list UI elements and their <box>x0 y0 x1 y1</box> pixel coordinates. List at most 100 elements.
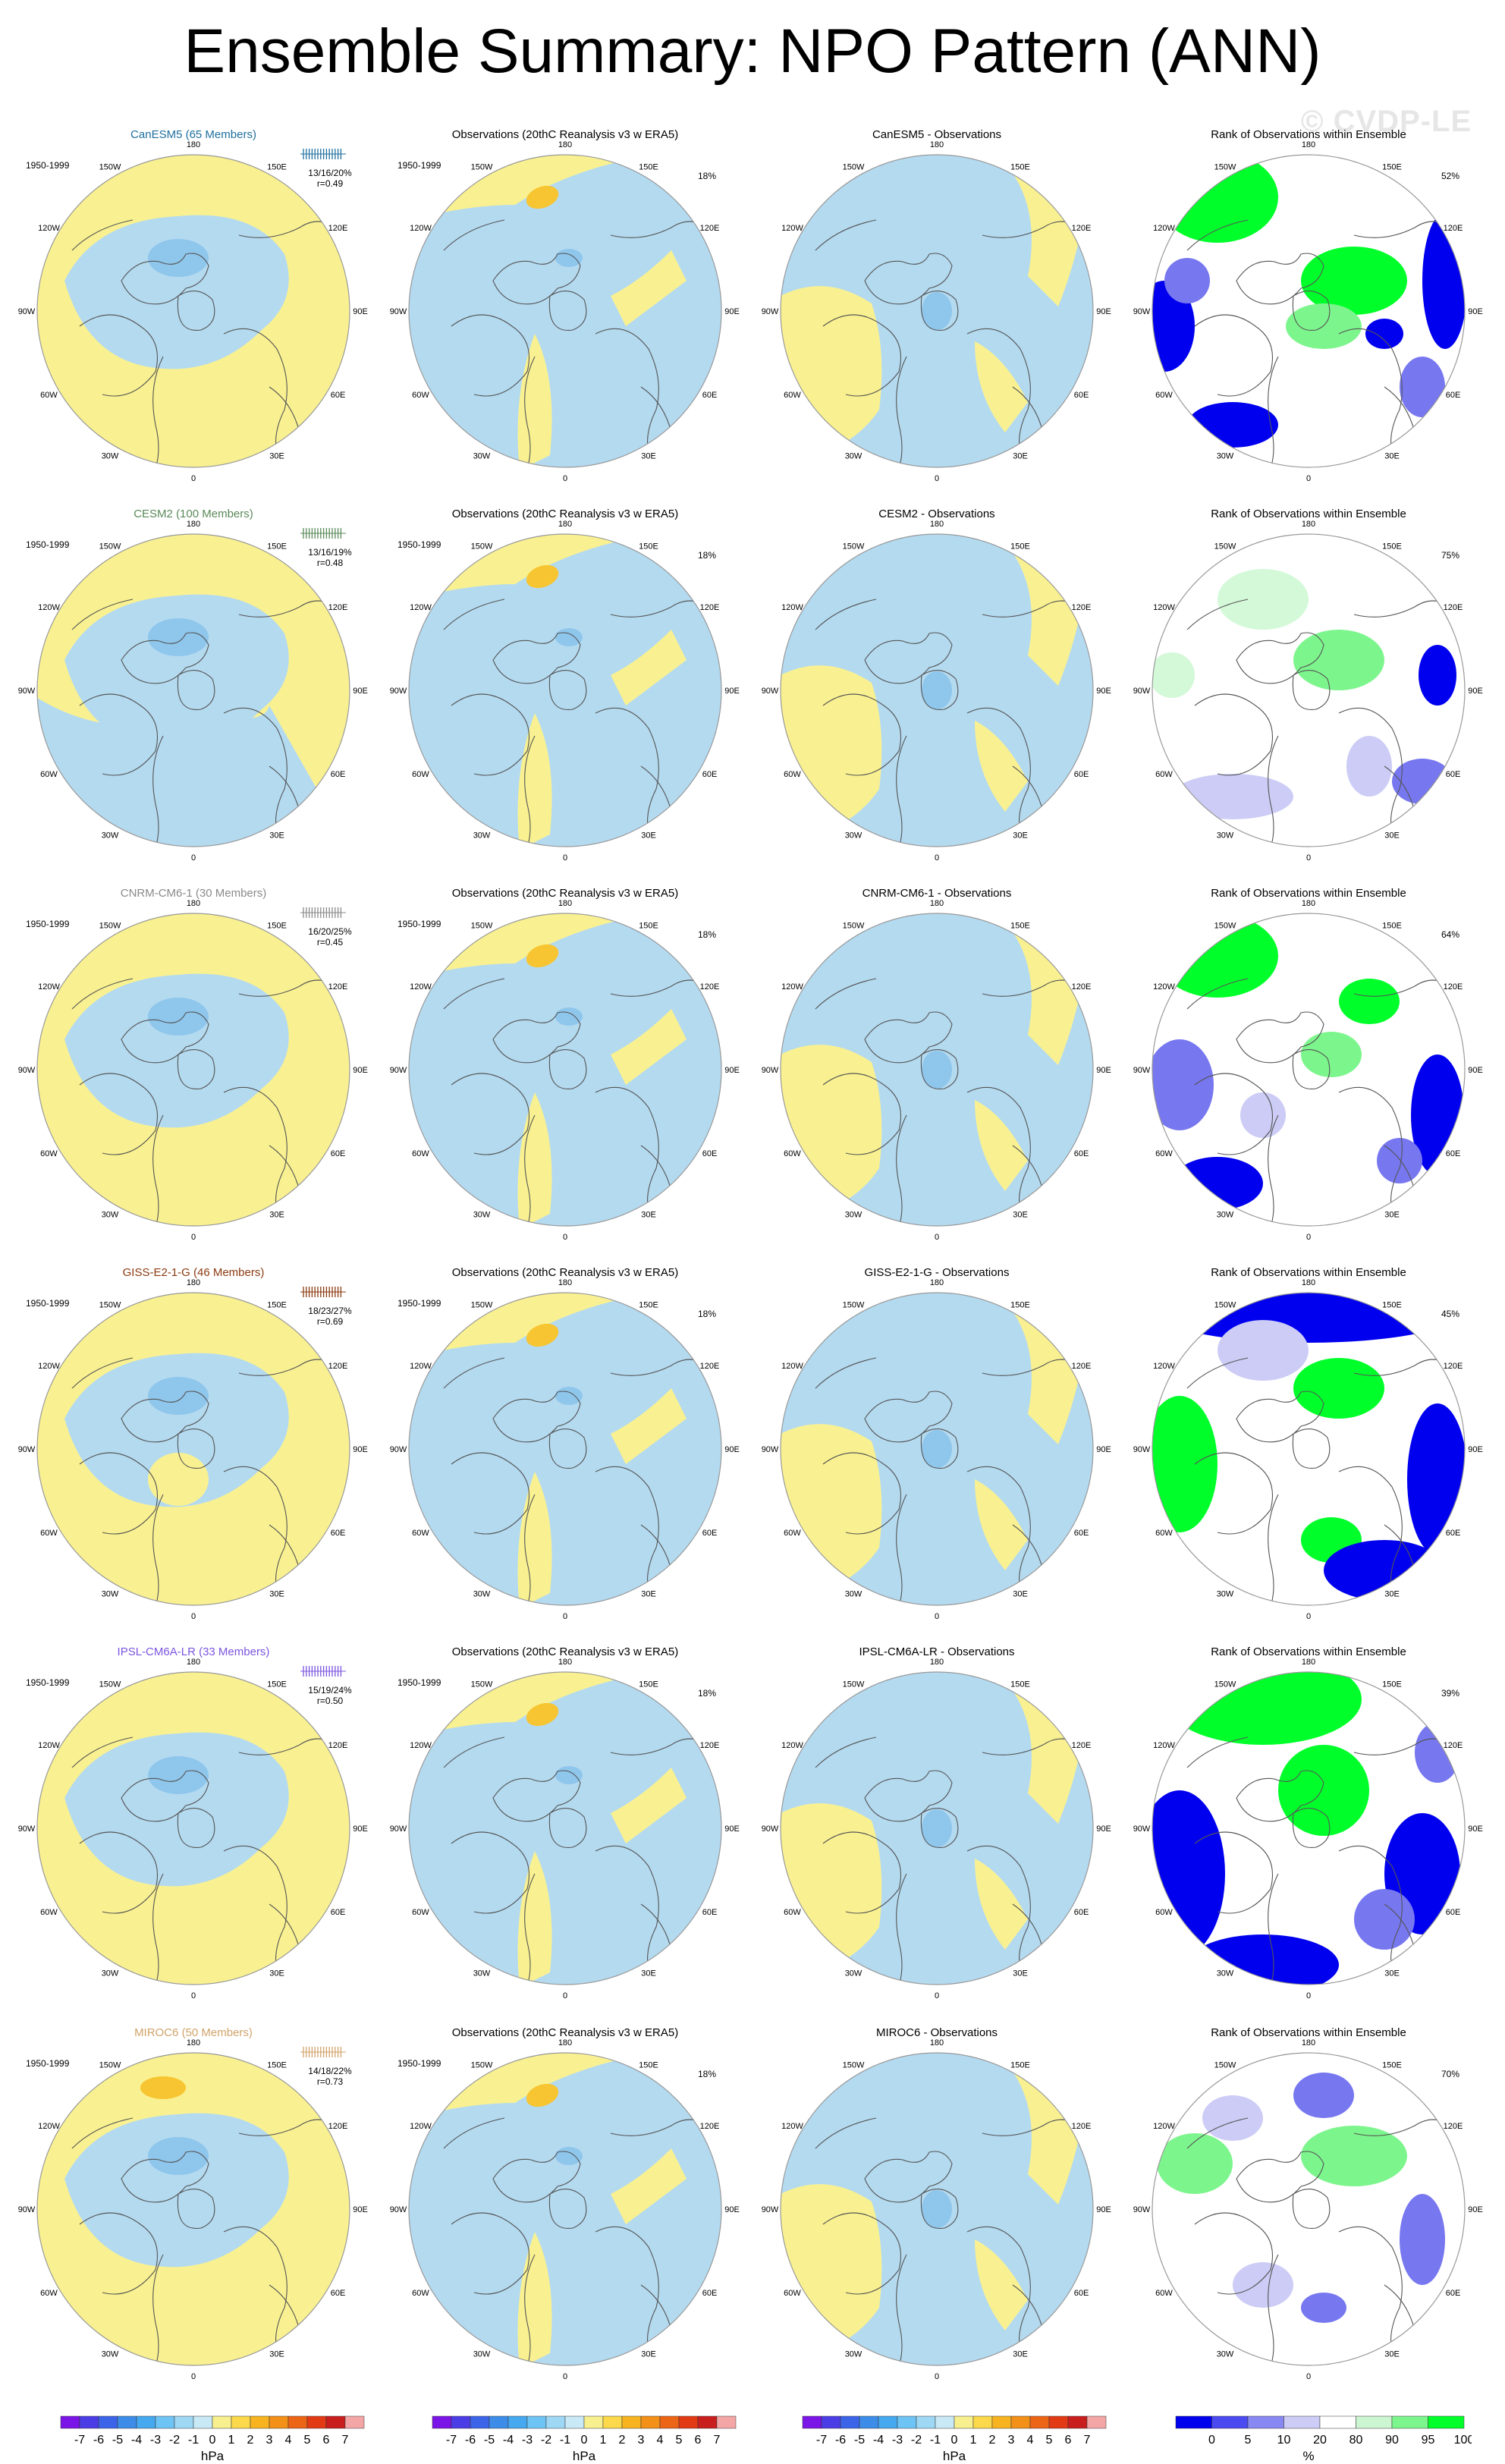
strong-positive-region <box>526 564 559 589</box>
colorbar-swatch <box>878 2415 898 2429</box>
colorbar-tick-label: -1 <box>560 2434 570 2447</box>
coastline <box>223 1466 287 1601</box>
longitude-label: 30W <box>845 1590 862 1599</box>
model-panel: 180 150E 120E 90E 60E 30E 0 30W 60W 90W 120W 150W MI… <box>8 2026 379 2387</box>
rank-region <box>1301 2293 1346 2323</box>
ensemble-spread-ticks <box>300 2047 346 2057</box>
longitude-label: 90E <box>353 687 368 696</box>
longitude-label: 150W <box>1214 2060 1236 2070</box>
longitude-label: 150E <box>267 162 287 171</box>
longitude-label: 120W <box>38 603 60 612</box>
longitude-label: 150W <box>471 1300 493 1309</box>
coastline <box>443 2117 505 2149</box>
longitude-label: 60E <box>1446 391 1461 400</box>
obs-title: Observations (20thC Reanalysis v3 w ERA5… <box>451 1645 679 1658</box>
longitude-label: 60E <box>1446 1529 1461 1538</box>
longitude-label: 90E <box>1468 1066 1483 1075</box>
colorbar-swatch <box>859 2415 879 2429</box>
model-title: CESM2 (100 Members) <box>134 508 253 520</box>
pattern-correlation: r=0.50 <box>316 1696 344 1706</box>
colorbar-tick-label: -1 <box>188 2434 199 2447</box>
longitude-label: 0 <box>563 1612 567 1621</box>
polar-map: 180 150E 120E 90E 60E 30E 0 30W 60W 90W 120W 150W <box>762 520 1111 863</box>
obs-percent: 18% <box>698 1309 717 1319</box>
colorbar-tick-label: -6 <box>465 2434 476 2447</box>
longitude-label: 60E <box>702 1149 718 1158</box>
ensemble-stat: 14/18/22% r=0.73 <box>296 2066 364 2087</box>
longitude-label: 90E <box>724 1445 740 1454</box>
obs-title: Observations (20thC Reanalysis v3 w ERA5… <box>451 1266 679 1279</box>
longitude-label: 30E <box>641 1211 656 1220</box>
coastline <box>1338 2226 1403 2362</box>
coastline <box>1186 599 1249 630</box>
colorbar-tick-label: 1 <box>228 2434 235 2447</box>
colorbar-tick-label: -6 <box>93 2434 104 2447</box>
colorbar-swatch <box>1247 2415 1284 2429</box>
longitude-label: 150E <box>1010 1680 1030 1689</box>
coastline <box>815 1736 877 1768</box>
coastline <box>864 253 953 305</box>
longitude-label: 60E <box>1446 1908 1461 1917</box>
coastline <box>815 2117 877 2149</box>
coastline <box>177 670 215 710</box>
longitude-label: 150W <box>471 921 493 930</box>
longitude-label: 150E <box>639 162 658 171</box>
rank-region <box>1301 247 1407 315</box>
longitude-label: 120E <box>1444 2122 1463 2131</box>
watermark: © CVDP-LE <box>1301 105 1472 138</box>
map-boundary <box>780 1671 1094 1985</box>
map-boundary <box>1152 913 1466 1227</box>
coastline <box>443 978 505 1010</box>
longitude-label: 120E <box>700 982 720 992</box>
longitude-label: 30W <box>102 1969 119 1978</box>
longitude-label: 30E <box>641 452 656 461</box>
longitude-label: 90E <box>353 307 368 316</box>
longitude-label: 0 <box>935 2372 939 2381</box>
model-panel: 180 150E 120E 90E 60E 30E 0 30W 60W 90W 120W 150W CE… <box>8 508 379 869</box>
longitude-label: 30E <box>641 1590 656 1599</box>
colorbar-swatch <box>991 2415 1012 2429</box>
obs-percent: 18% <box>698 929 717 940</box>
model-title: IPSL-CM6A-LR (33 Members) <box>117 1645 270 1658</box>
colorbar-swatch <box>470 2415 490 2429</box>
model-panel: 180 150E 120E 90E 60E 30E 0 30W 60W 90W 120W 150W GI… <box>8 1266 379 1627</box>
longitude-label: 120E <box>700 603 720 612</box>
longitude-label: 60W <box>1155 1529 1173 1538</box>
longitude-label: 60E <box>1074 1529 1089 1538</box>
coastline <box>822 314 902 397</box>
colorbar-tick-label: -5 <box>112 2434 123 2447</box>
rank-percent: 52% <box>1441 171 1460 181</box>
longitude-label: 150W <box>1214 542 1236 551</box>
positive-anomaly-region <box>611 1009 687 1085</box>
longitude-label: 30E <box>1013 1969 1028 1978</box>
colorbar-swatch <box>432 2415 452 2429</box>
coastline <box>966 707 1031 843</box>
longitude-label: 180 <box>1302 1278 1315 1287</box>
colorbar-hpa-2-units: hPa <box>572 2449 596 2463</box>
colorbar-swatch <box>250 2415 270 2429</box>
longitude-label: 150E <box>1010 2060 1030 2070</box>
longitude-label: 60W <box>412 1908 429 1917</box>
colorbar-tick-label: 6 <box>1065 2434 1072 2447</box>
longitude-label: 150E <box>639 921 658 930</box>
longitude-label: 90E <box>353 1445 368 1454</box>
longitude-label: 30W <box>473 1590 491 1599</box>
strong-negative-region <box>555 2147 583 2165</box>
longitude-label: 150E <box>1382 542 1402 551</box>
map-boundary <box>36 2052 350 2366</box>
positive-anomaly-region <box>517 1472 552 1605</box>
colorbar-tick-label: -6 <box>835 2434 846 2447</box>
obs-title: Observations (20thC Reanalysis v3 w ERA5… <box>451 508 679 520</box>
colorbar-tick-label: 4 <box>1027 2434 1034 2447</box>
longitude-label: 30W <box>1217 1590 1234 1599</box>
longitude-label: 90W <box>762 2205 779 2214</box>
colorbar-tick-label: 5 <box>1046 2434 1053 2447</box>
longitude-label: 30W <box>845 1969 862 1978</box>
longitude-label: 120E <box>1072 1741 1092 1750</box>
colorbar-swatch <box>1428 2415 1465 2429</box>
model-title: MIROC6 (50 Members) <box>134 2026 253 2039</box>
colorbar-tick-label: 7 <box>342 2434 349 2447</box>
colorbar-swatch <box>79 2415 99 2429</box>
coastline <box>920 670 959 710</box>
colorbar-swatch <box>526 2415 547 2429</box>
